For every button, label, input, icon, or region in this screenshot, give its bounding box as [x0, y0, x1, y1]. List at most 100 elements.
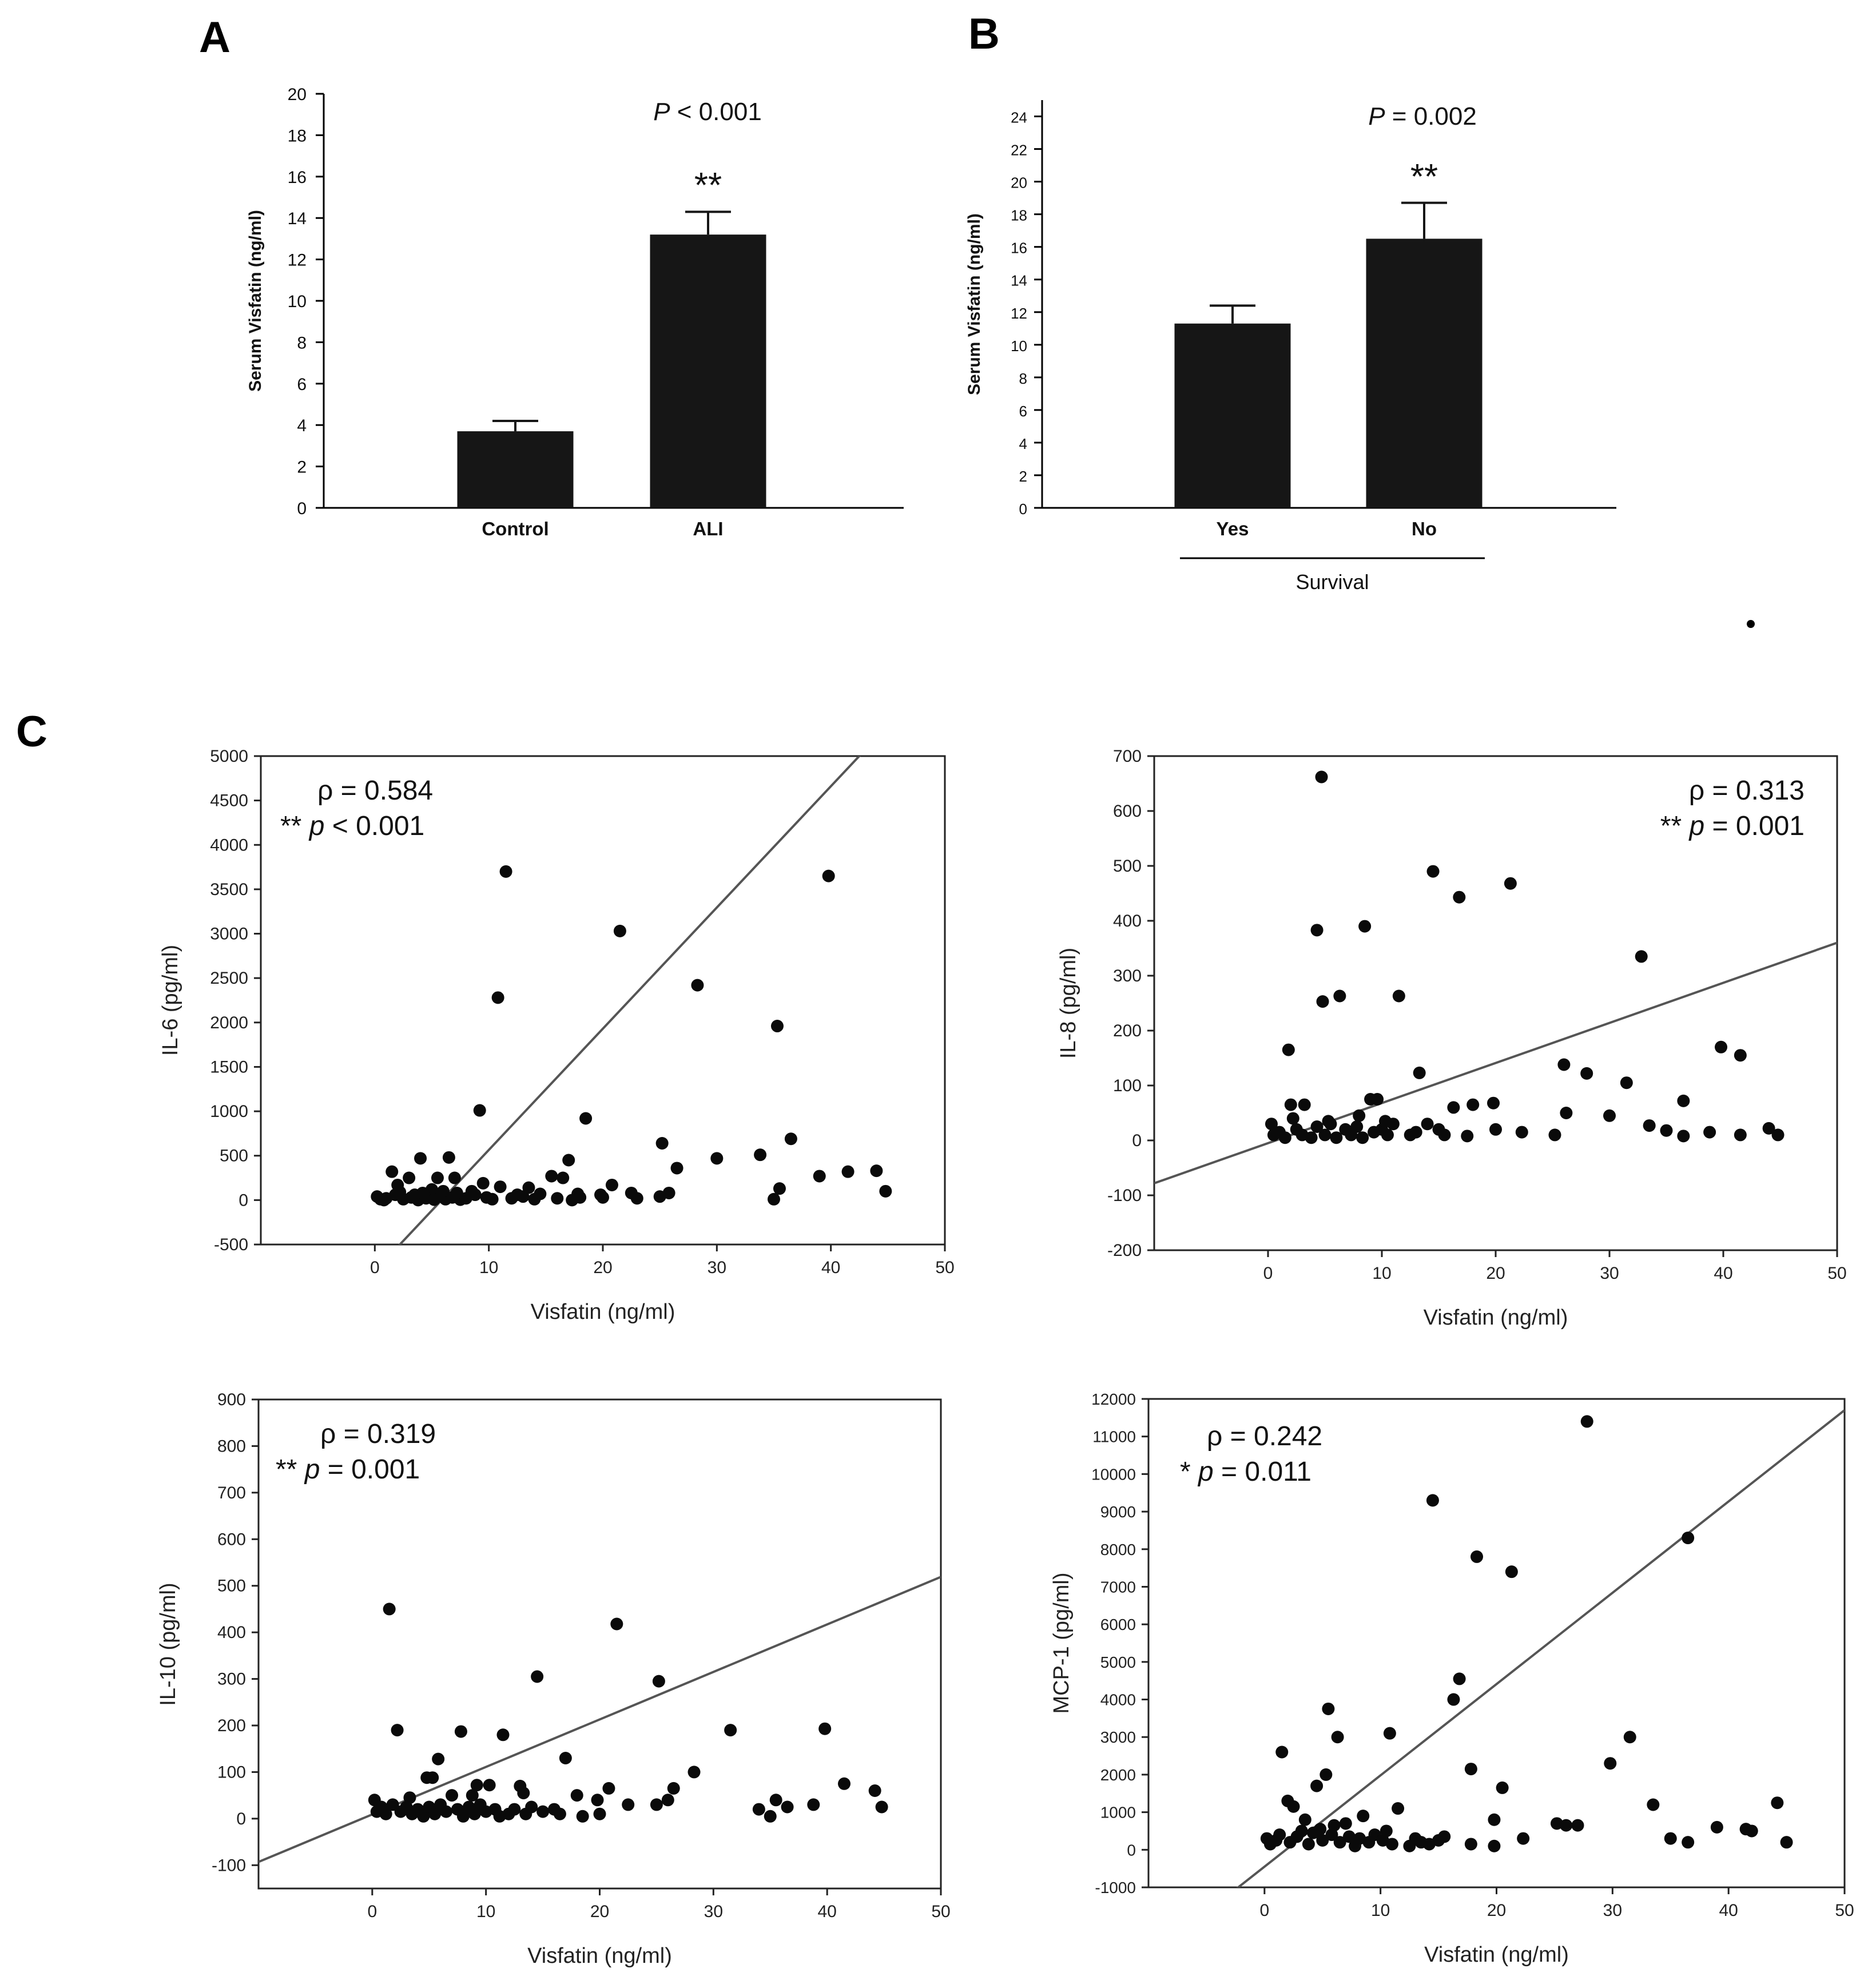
y-tick-label: 600	[217, 1530, 246, 1549]
data-point	[1353, 1109, 1366, 1122]
scatter-chart-il6: -500050010001500200025003000350040004500…	[158, 747, 955, 1324]
x-tick-label: 0	[1259, 1901, 1269, 1920]
data-point	[837, 1777, 850, 1790]
data-point	[1489, 1123, 1502, 1136]
data-point	[440, 1805, 453, 1818]
y-tick-label: 24	[1011, 109, 1027, 126]
data-point	[516, 1190, 530, 1203]
x-axis-label: Visfatin (ng/ml)	[531, 1300, 675, 1324]
y-tick-label: 0	[1019, 500, 1027, 518]
data-point	[1647, 1798, 1660, 1811]
data-point	[875, 1800, 888, 1814]
y-tick-label: 0	[239, 1191, 248, 1210]
data-point	[448, 1171, 461, 1184]
data-point	[1635, 950, 1648, 963]
data-point	[1315, 770, 1328, 784]
y-tick-label: 500	[220, 1147, 248, 1166]
data-point	[1560, 1819, 1573, 1832]
rho-annotation: ρ = 0.313	[1689, 776, 1805, 806]
data-point	[1470, 1550, 1484, 1563]
y-tick-label: 200	[217, 1716, 246, 1735]
data-point	[1464, 1838, 1477, 1851]
x-axis-label: Visfatin (ng/ml)	[527, 1944, 672, 1968]
y-tick-label: 4000	[1100, 1691, 1136, 1709]
y-tick-label: 8	[297, 333, 307, 352]
data-point	[1603, 1109, 1616, 1122]
data-point	[613, 924, 626, 937]
data-point	[1557, 1058, 1571, 1071]
data-point	[1310, 924, 1324, 937]
data-point	[879, 1184, 892, 1198]
x-axis-label: Survival	[1295, 570, 1369, 594]
y-axis-label: IL-8 (pg/ml)	[1056, 948, 1080, 1059]
y-tick-label: 1500	[210, 1057, 248, 1076]
y-tick-label: 500	[217, 1577, 246, 1596]
y-tick-label: 8000	[1100, 1541, 1136, 1558]
data-point	[508, 1803, 521, 1816]
x-tick-label: 10	[479, 1258, 498, 1277]
data-point	[486, 1192, 499, 1206]
data-point	[1383, 1727, 1396, 1740]
y-tick-label: 12	[288, 251, 307, 270]
data-point	[1275, 1746, 1289, 1759]
data-point	[1620, 1076, 1633, 1090]
data-point	[428, 1807, 442, 1820]
data-point	[1314, 1823, 1327, 1836]
data-point	[1677, 1094, 1690, 1107]
y-tick-label: 3000	[1100, 1728, 1136, 1746]
data-point	[1488, 1839, 1501, 1852]
data-point	[1438, 1830, 1451, 1843]
data-point	[1745, 1824, 1758, 1838]
p-value-annotation: ** p = 0.001	[276, 1454, 420, 1485]
data-point	[1715, 1040, 1728, 1053]
y-tick-label: 22	[1011, 142, 1027, 159]
x-tick-label: No	[1412, 518, 1437, 539]
data-point	[1282, 1043, 1295, 1056]
data-point	[1409, 1126, 1422, 1139]
data-point	[822, 869, 835, 882]
p-value-annotation: ** p = 0.001	[1660, 811, 1805, 841]
y-tick-label: 6000	[1100, 1616, 1136, 1633]
y-tick-label: 20	[1011, 174, 1027, 192]
data-point	[807, 1798, 820, 1811]
y-tick-label: 6	[1019, 403, 1027, 420]
data-point	[1604, 1757, 1617, 1770]
x-tick-label: Yes	[1217, 518, 1249, 539]
x-tick-label: 0	[367, 1902, 377, 1921]
data-point	[1378, 1115, 1392, 1128]
p-value-annotation: * p = 0.011	[1180, 1457, 1311, 1487]
data-point	[1710, 1820, 1723, 1834]
data-point	[1392, 1802, 1405, 1815]
panel-letter-a: A	[199, 13, 230, 62]
data-point	[655, 1136, 669, 1150]
data-point	[1571, 1819, 1584, 1832]
bar	[1174, 323, 1291, 508]
y-axis-label: IL-6 (pg/ml)	[158, 945, 182, 1056]
y-tick-label: 1000	[1100, 1804, 1136, 1822]
data-point	[1432, 1123, 1445, 1136]
data-point	[570, 1789, 583, 1802]
data-point	[1447, 1101, 1460, 1114]
x-tick-label: 10	[1372, 1264, 1391, 1283]
data-point	[1771, 1796, 1784, 1810]
data-point	[1734, 1049, 1747, 1062]
data-point	[576, 1810, 589, 1823]
x-tick-label: 50	[931, 1902, 950, 1921]
data-point	[1357, 1810, 1370, 1823]
data-point	[403, 1791, 416, 1804]
y-tick-label: -100	[212, 1856, 246, 1875]
data-point	[446, 1789, 459, 1802]
data-point	[781, 1800, 794, 1814]
data-point	[414, 1152, 427, 1165]
data-point	[466, 1789, 479, 1802]
y-tick-label: 11000	[1092, 1428, 1136, 1446]
data-point	[769, 1794, 782, 1807]
regression-line	[398, 756, 861, 1245]
data-point	[1623, 1731, 1636, 1744]
data-point	[622, 1798, 635, 1811]
data-point	[1380, 1824, 1393, 1838]
y-tick-label: 700	[1113, 747, 1142, 766]
bar	[457, 431, 574, 508]
data-point	[1580, 1067, 1593, 1080]
